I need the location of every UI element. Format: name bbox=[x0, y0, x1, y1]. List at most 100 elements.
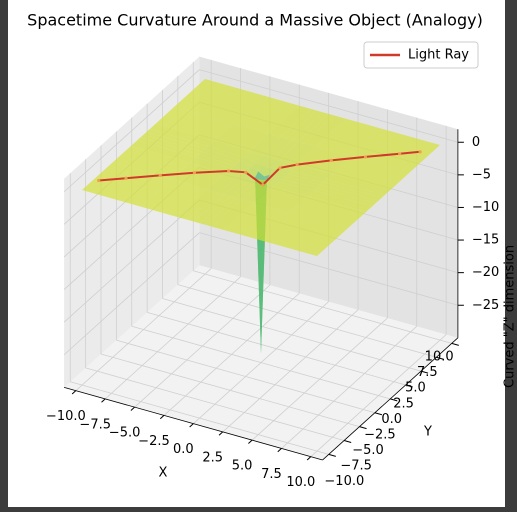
x-tick-label: 7.5 bbox=[261, 467, 282, 482]
ray-point bbox=[418, 150, 422, 154]
surface-patch bbox=[208, 140, 250, 158]
ray-point bbox=[244, 170, 248, 174]
x-tick-label: 0.0 bbox=[173, 442, 194, 457]
surface-patch bbox=[261, 137, 286, 158]
ray-point bbox=[192, 171, 197, 175]
grid-line bbox=[199, 232, 459, 306]
surface-patch bbox=[316, 184, 379, 204]
surface-patch bbox=[285, 143, 316, 165]
surface-patch bbox=[278, 179, 317, 191]
y-tick-label: 7.5 bbox=[417, 365, 438, 380]
tick-mark bbox=[277, 448, 282, 453]
grid-line bbox=[199, 69, 459, 143]
legend: Light Ray bbox=[370, 48, 469, 63]
surface-patch bbox=[211, 199, 254, 230]
tick-mark bbox=[390, 398, 398, 402]
surface-patch bbox=[246, 170, 256, 178]
surface-patch bbox=[149, 123, 215, 147]
ray-point bbox=[295, 162, 299, 167]
surface-patch bbox=[267, 138, 292, 160]
surface-patch bbox=[187, 192, 225, 222]
tick-mark bbox=[306, 456, 312, 461]
surface-patch bbox=[281, 176, 320, 188]
tick-mark bbox=[343, 440, 352, 443]
surface-patch bbox=[143, 131, 206, 152]
surface-patch bbox=[280, 108, 317, 139]
surface-patch bbox=[205, 197, 242, 227]
surface-patch bbox=[112, 145, 190, 180]
tick-mark bbox=[374, 412, 383, 416]
surface-patch bbox=[218, 177, 243, 195]
x-tick-label: 10.0 bbox=[286, 475, 315, 490]
chart-title: Spacetime Curvature Around a Massive Obj… bbox=[27, 11, 483, 30]
surface-patch bbox=[237, 160, 253, 170]
grid-line bbox=[63, 232, 200, 356]
surface-patch bbox=[242, 184, 273, 203]
surface-patch bbox=[332, 156, 410, 190]
ray-point bbox=[363, 155, 368, 159]
surface-patch bbox=[350, 128, 440, 173]
surface-patch bbox=[261, 157, 274, 168]
surface-patch bbox=[193, 194, 231, 224]
surface-patch bbox=[174, 79, 264, 124]
grid-line bbox=[85, 367, 345, 441]
surface-patch bbox=[214, 123, 269, 152]
surface-patch bbox=[252, 162, 262, 172]
surface-patch bbox=[82, 162, 172, 207]
surface-patch bbox=[258, 212, 348, 256]
z-tick-label: −20 bbox=[472, 265, 499, 280]
tick-mark bbox=[328, 453, 336, 457]
z-tick-label: −10 bbox=[472, 200, 499, 215]
surface-patch bbox=[290, 164, 333, 180]
x-tick-label: 5.0 bbox=[232, 459, 253, 474]
x-tick-label: 2.5 bbox=[202, 450, 223, 465]
surface-patch bbox=[322, 179, 385, 198]
surface-patch bbox=[171, 162, 226, 190]
surface-patch bbox=[199, 151, 238, 167]
grid-line bbox=[177, 284, 437, 358]
tick-mark bbox=[218, 431, 224, 436]
surface-patch bbox=[289, 195, 367, 229]
surface-patch bbox=[315, 118, 382, 157]
surface-patch bbox=[297, 113, 335, 144]
y-tick-label: −10.0 bbox=[324, 474, 364, 489]
surface-patch bbox=[266, 178, 282, 182]
tick-mark bbox=[405, 384, 413, 388]
surface-patch bbox=[296, 147, 351, 174]
z-tick-label: −15 bbox=[472, 233, 499, 248]
x-tick-label: −7.5 bbox=[79, 417, 111, 432]
x-tick-label: −2.5 bbox=[138, 434, 170, 449]
surface-patch bbox=[325, 173, 391, 196]
grid-line bbox=[63, 199, 200, 323]
surface-patch bbox=[223, 202, 289, 240]
x-tick-label: −10.0 bbox=[46, 409, 86, 424]
surface-patch bbox=[287, 170, 326, 182]
surface-patch bbox=[230, 181, 255, 198]
x-tick-label: −5.0 bbox=[109, 426, 141, 441]
z-tick-label: −25 bbox=[472, 298, 499, 313]
surface-patch bbox=[205, 146, 244, 161]
z-axis-label: Curved "Z" dimension bbox=[503, 245, 517, 388]
grid-line bbox=[100, 353, 360, 428]
surface-patch bbox=[196, 154, 235, 169]
grid-line bbox=[147, 312, 406, 386]
surface-patch bbox=[206, 173, 237, 193]
surface-patch bbox=[275, 169, 291, 174]
surface-patch bbox=[234, 163, 250, 173]
surface-patch bbox=[307, 190, 373, 212]
scene: −10.0−7.5−5.0−2.50.02.55.07.510.0 −10.0−7… bbox=[46, 56, 517, 490]
grid-line bbox=[162, 298, 422, 372]
tick-mark bbox=[101, 398, 106, 403]
surface-patch bbox=[240, 157, 256, 167]
tick-mark bbox=[451, 342, 459, 346]
surface-patch bbox=[319, 182, 382, 201]
y-tick-label: 10.0 bbox=[425, 350, 454, 365]
y-tick-label: −7.5 bbox=[340, 459, 372, 474]
surface-patch bbox=[131, 140, 197, 163]
surface-patch bbox=[273, 160, 286, 170]
tick-mark bbox=[248, 439, 253, 444]
surface-patch bbox=[189, 157, 232, 174]
ray-point bbox=[278, 166, 282, 170]
legend-box bbox=[363, 41, 479, 69]
